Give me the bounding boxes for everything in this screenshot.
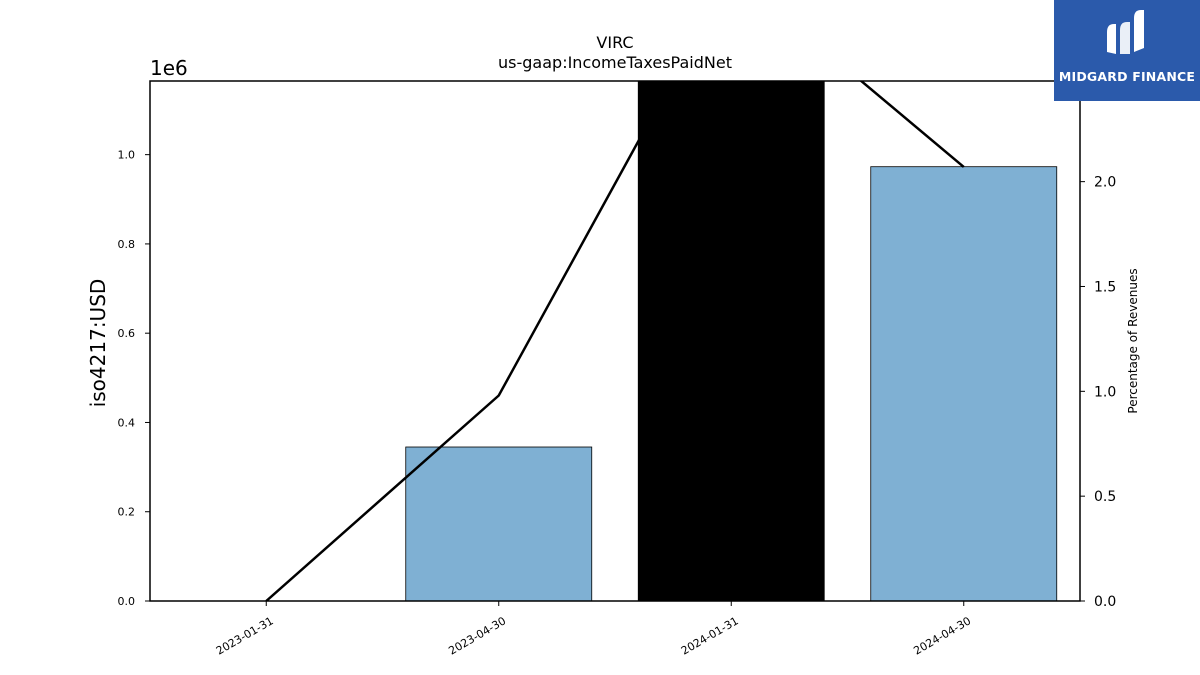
y2-tick-label: 0.5 [1094, 489, 1116, 505]
plot-frame [149, 80, 1081, 602]
y-axis-offset-label: 1e6 [150, 56, 188, 80]
y-tick-label: 1.0 [118, 149, 136, 162]
brand-logo: MIDGARD FINANCE [1054, 0, 1200, 101]
y-tick-label: 0.8 [118, 238, 136, 251]
y2-tick-label: 0.0 [1094, 594, 1116, 610]
y-tick-label: 0.2 [118, 506, 136, 519]
y2-tick-label: 2.0 [1094, 175, 1116, 191]
bar-2023-04-30 [405, 446, 593, 601]
y-tick-label: 0.0 [118, 595, 136, 608]
y-axis-ticks: 0.0 0.2 0.4 0.6 0.8 1.0 [118, 149, 150, 608]
x-tick-label: 2023-01-31 [214, 614, 276, 657]
logo-text: MIDGARD FINANCE [1058, 69, 1196, 84]
x-axis-ticks: 2023-01-31 2023-04-30 2024-01-31 2024-04-30 [214, 601, 973, 658]
x-tick-label: 2024-01-31 [679, 614, 741, 657]
y2-axis-label: Percentage of Revenues [1126, 268, 1140, 413]
bar-2024-04-30 [870, 166, 1058, 601]
x-tick-label: 2023-04-30 [446, 614, 508, 657]
line-group [265, 81, 965, 601]
logo-mark-icon [1107, 10, 1144, 54]
bar-2024-01-31 [637, 81, 825, 601]
y-tick-label: 0.4 [118, 416, 136, 429]
bar-group [405, 81, 1058, 601]
chart-title: VIRC [596, 33, 633, 52]
y2-tick-label: 1.0 [1094, 384, 1116, 400]
chart-subtitle: us-gaap:IncomeTaxesPaidNet [498, 53, 732, 72]
y2-axis-ticks: 0.0 0.5 1.0 1.5 2.0 [1080, 175, 1116, 610]
percentage-line [265, 81, 965, 601]
x-tick-label: 2024-04-30 [911, 614, 973, 657]
y-axis-label: iso4217:USD [86, 279, 110, 408]
y2-tick-label: 1.5 [1094, 279, 1116, 295]
y-tick-label: 0.6 [118, 327, 136, 340]
